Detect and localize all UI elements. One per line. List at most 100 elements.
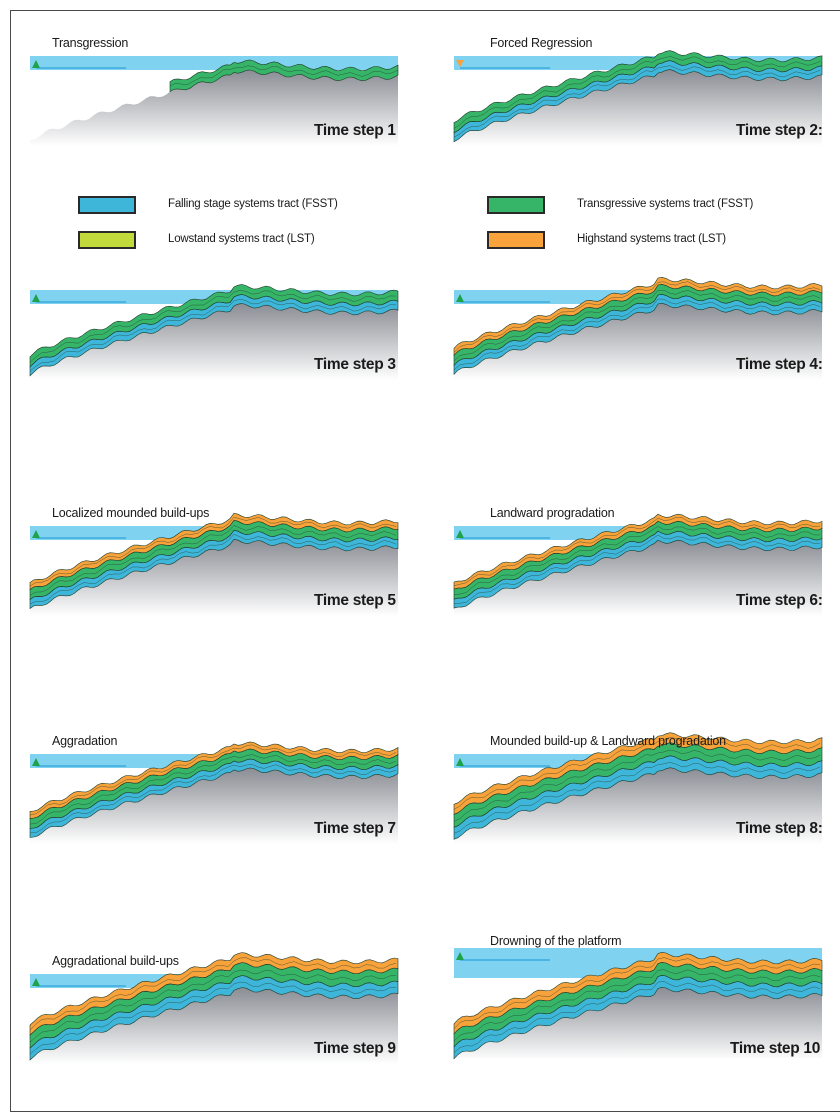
legend-fsst: Falling stage systems tract (FSST) [78,196,408,218]
bedding-line-fsst [453,298,821,370]
stratum-hst [29,952,399,1036]
legend-swatch-hst [487,231,545,249]
basement [30,303,398,380]
bedding-line-fsst [29,533,397,605]
panel-step-label-7: Time step 7 [314,820,396,837]
panel-step-5: Localized mounded build-ups Time step 5 [29,506,410,630]
bedding-line-tst [453,749,821,822]
sea-level-rising-marker [32,60,40,68]
basement [454,767,822,844]
cross-section-3 [29,284,399,380]
bedding-line-hst [453,957,821,1030]
bedding-line-hst [453,736,821,810]
stratum-tst [453,50,823,134]
sea-level-rising-marker [32,294,40,302]
basement [30,767,398,844]
sea-level-rising-marker [32,758,40,766]
basement [454,987,822,1061]
panel-title-1: Transgression [52,36,129,50]
panel-step-label-1: Time step 1 [314,122,396,139]
basement [30,69,398,146]
basement [30,539,398,616]
bedding-line-fsst [29,764,397,834]
bedding-line-fsst [453,981,821,1053]
panel-step-7: Aggradation Time step 7 [29,734,410,858]
basement [454,303,822,380]
stratum-tst [29,284,399,368]
bedding-line-tst [453,290,821,362]
panel-step-1: Transgression Time step 1 [30,36,410,160]
panel-title-10: Drowning of the platform [490,934,622,948]
cross-section-10 [453,948,823,1061]
bedding-line-tst [169,65,399,87]
cross-section-2 [453,50,823,146]
panel-step-label-2: Time step 2: [736,122,823,139]
cross-section-1 [30,56,399,146]
legend-swatch-tst [487,196,545,214]
cross-section-8 [453,732,823,844]
bedding-line-tst [29,525,397,596]
panel-title-2: Forced Regression [490,36,593,50]
panel-title-7: Aggradation [52,734,118,748]
basement [454,69,822,146]
panel-step-3: Time step 3 [29,284,410,394]
bedding-line-hst [29,516,397,587]
panel-step-label-6: Time step 6: [736,592,823,609]
stratum-hst [453,951,823,1035]
panel-step-label-5: Time step 5 [314,592,396,609]
cross-section-7 [29,741,399,844]
bedding-line-hst [29,744,397,816]
bedding-line-fsst [29,298,397,372]
panel-title-6: Landward progradation [490,506,615,520]
bedding-line-fsst [29,981,397,1055]
basement [30,987,398,1064]
basement [454,540,822,616]
bedding-line-tst [29,754,397,825]
stratum-hst [29,512,399,591]
bedding-line-tst [453,969,821,1042]
bedding-line-hst [453,281,821,353]
cross-section-4 [453,276,823,380]
bedding-line-tst [453,526,821,596]
bedding-line-fsst [453,762,821,834]
panel-title-5: Localized mounded build-ups [52,506,210,520]
panel-step-6: Landward progradation Time step 6: [453,506,834,630]
bedding-line-tst [29,290,397,363]
bedding-line-hst [453,517,821,586]
bedding-line-fsst [453,65,821,138]
legend-label-lst: Lowstand systems tract (LST) [168,233,315,245]
sea-level-rising-marker [456,758,464,766]
sea-level-rising-marker [32,530,40,538]
sea-level-rising-marker [456,530,464,538]
panel-title-9: Aggradational build-ups [52,954,179,968]
panel-step-9: Aggradational build-ups Time step 9 [29,952,410,1078]
figure-border [10,10,840,1112]
legend-tst: Transgressive systems tract (FSST) [487,196,817,218]
sea-level-rising-marker [32,978,40,986]
panel-step-2: Forced Regression Time step 2: [453,36,834,160]
stratum-tst [169,59,399,93]
stratum-hst [453,276,823,357]
legend-label-fsst: Falling stage systems tract (FSST) [168,198,338,210]
cross-section-9 [29,952,399,1064]
panel-step-10: Drowning of the platform Time step 10 [453,934,834,1061]
panel-step-label-3: Time step 3 [314,356,396,373]
legend-swatch-fsst [78,196,136,214]
panel-step-label-4: Time step 4: [736,356,823,373]
panel-step-8: Mounded build-up & Landward progradation… [453,732,834,858]
panel-step-label-10: Time step 10 [730,1040,821,1057]
legend-hst: Highstand systems tract (LST) [487,231,817,253]
stratum-hst [453,513,823,590]
panel-title-8: Mounded build-up & Landward progradation [490,734,726,748]
bedding-line-hst [29,957,397,1031]
panel-step-4: Time step 4: [453,276,834,394]
cross-section-5 [29,512,399,616]
panel-step-label-8: Time step 8: [736,820,823,837]
bedding-line-fsst [453,534,821,604]
bedding-line-tst [453,56,821,129]
cross-section-6 [453,513,823,616]
legend-swatch-lst [78,231,136,249]
sea-level-rising-marker [456,952,464,960]
panel-step-label-9: Time step 9 [314,1040,396,1057]
